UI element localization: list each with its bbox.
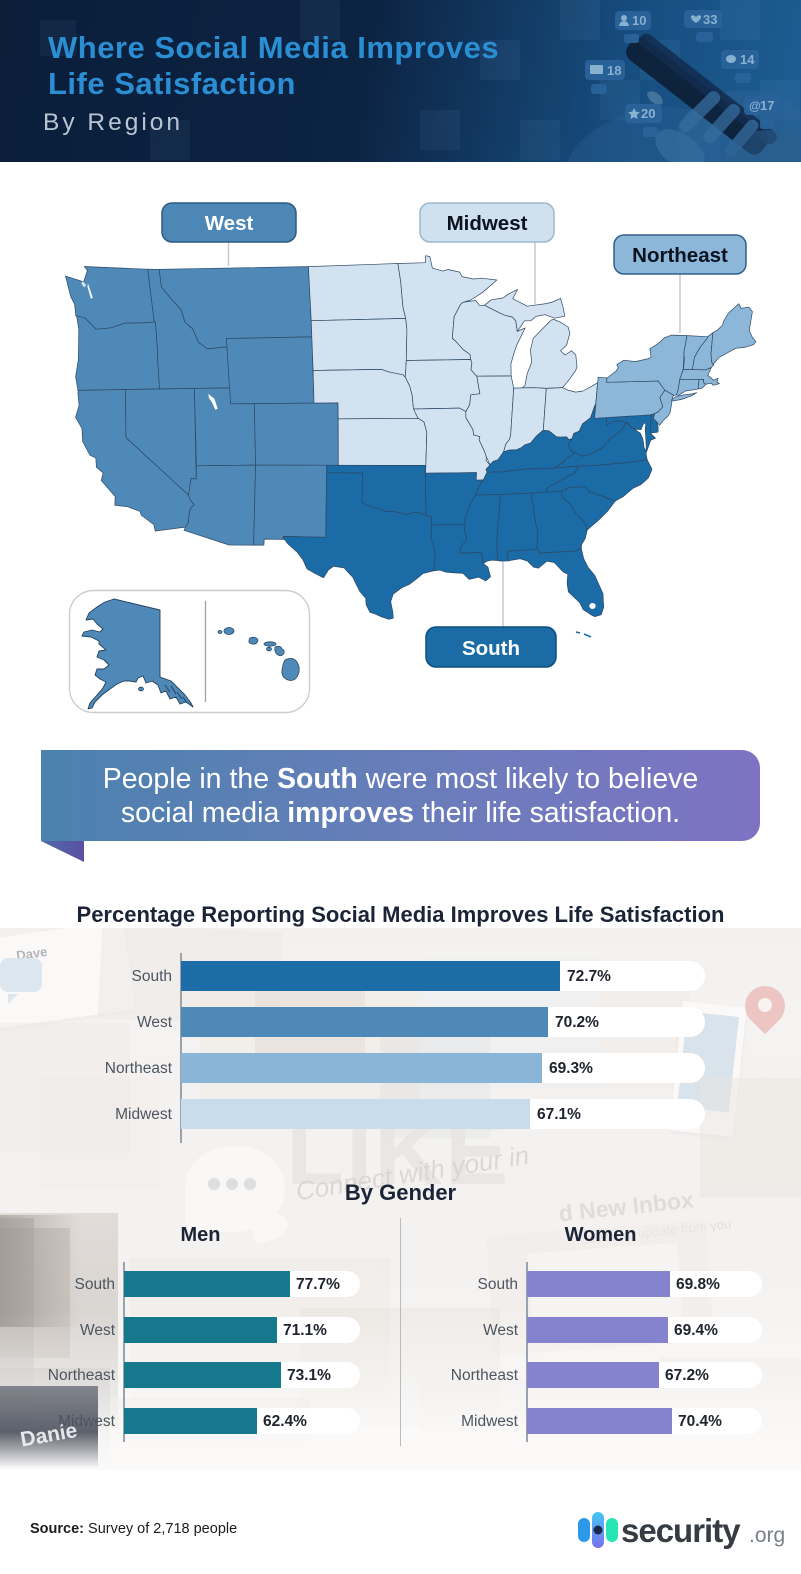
svg-text:@: @ — [749, 99, 761, 113]
svg-text:security: security — [621, 1512, 741, 1549]
svg-text:33: 33 — [703, 12, 717, 27]
svg-text:Northeast: Northeast — [632, 244, 728, 267]
svg-text:18: 18 — [607, 63, 621, 78]
svg-text:14: 14 — [740, 52, 755, 67]
svg-text:.org: .org — [749, 1524, 785, 1547]
svg-text:17: 17 — [760, 98, 774, 113]
svg-text:South: South — [462, 637, 520, 660]
svg-text:West: West — [205, 212, 254, 235]
svg-text:Midwest: Midwest — [447, 212, 528, 235]
svg-text:10: 10 — [632, 13, 646, 28]
svg-text:20: 20 — [641, 106, 655, 121]
